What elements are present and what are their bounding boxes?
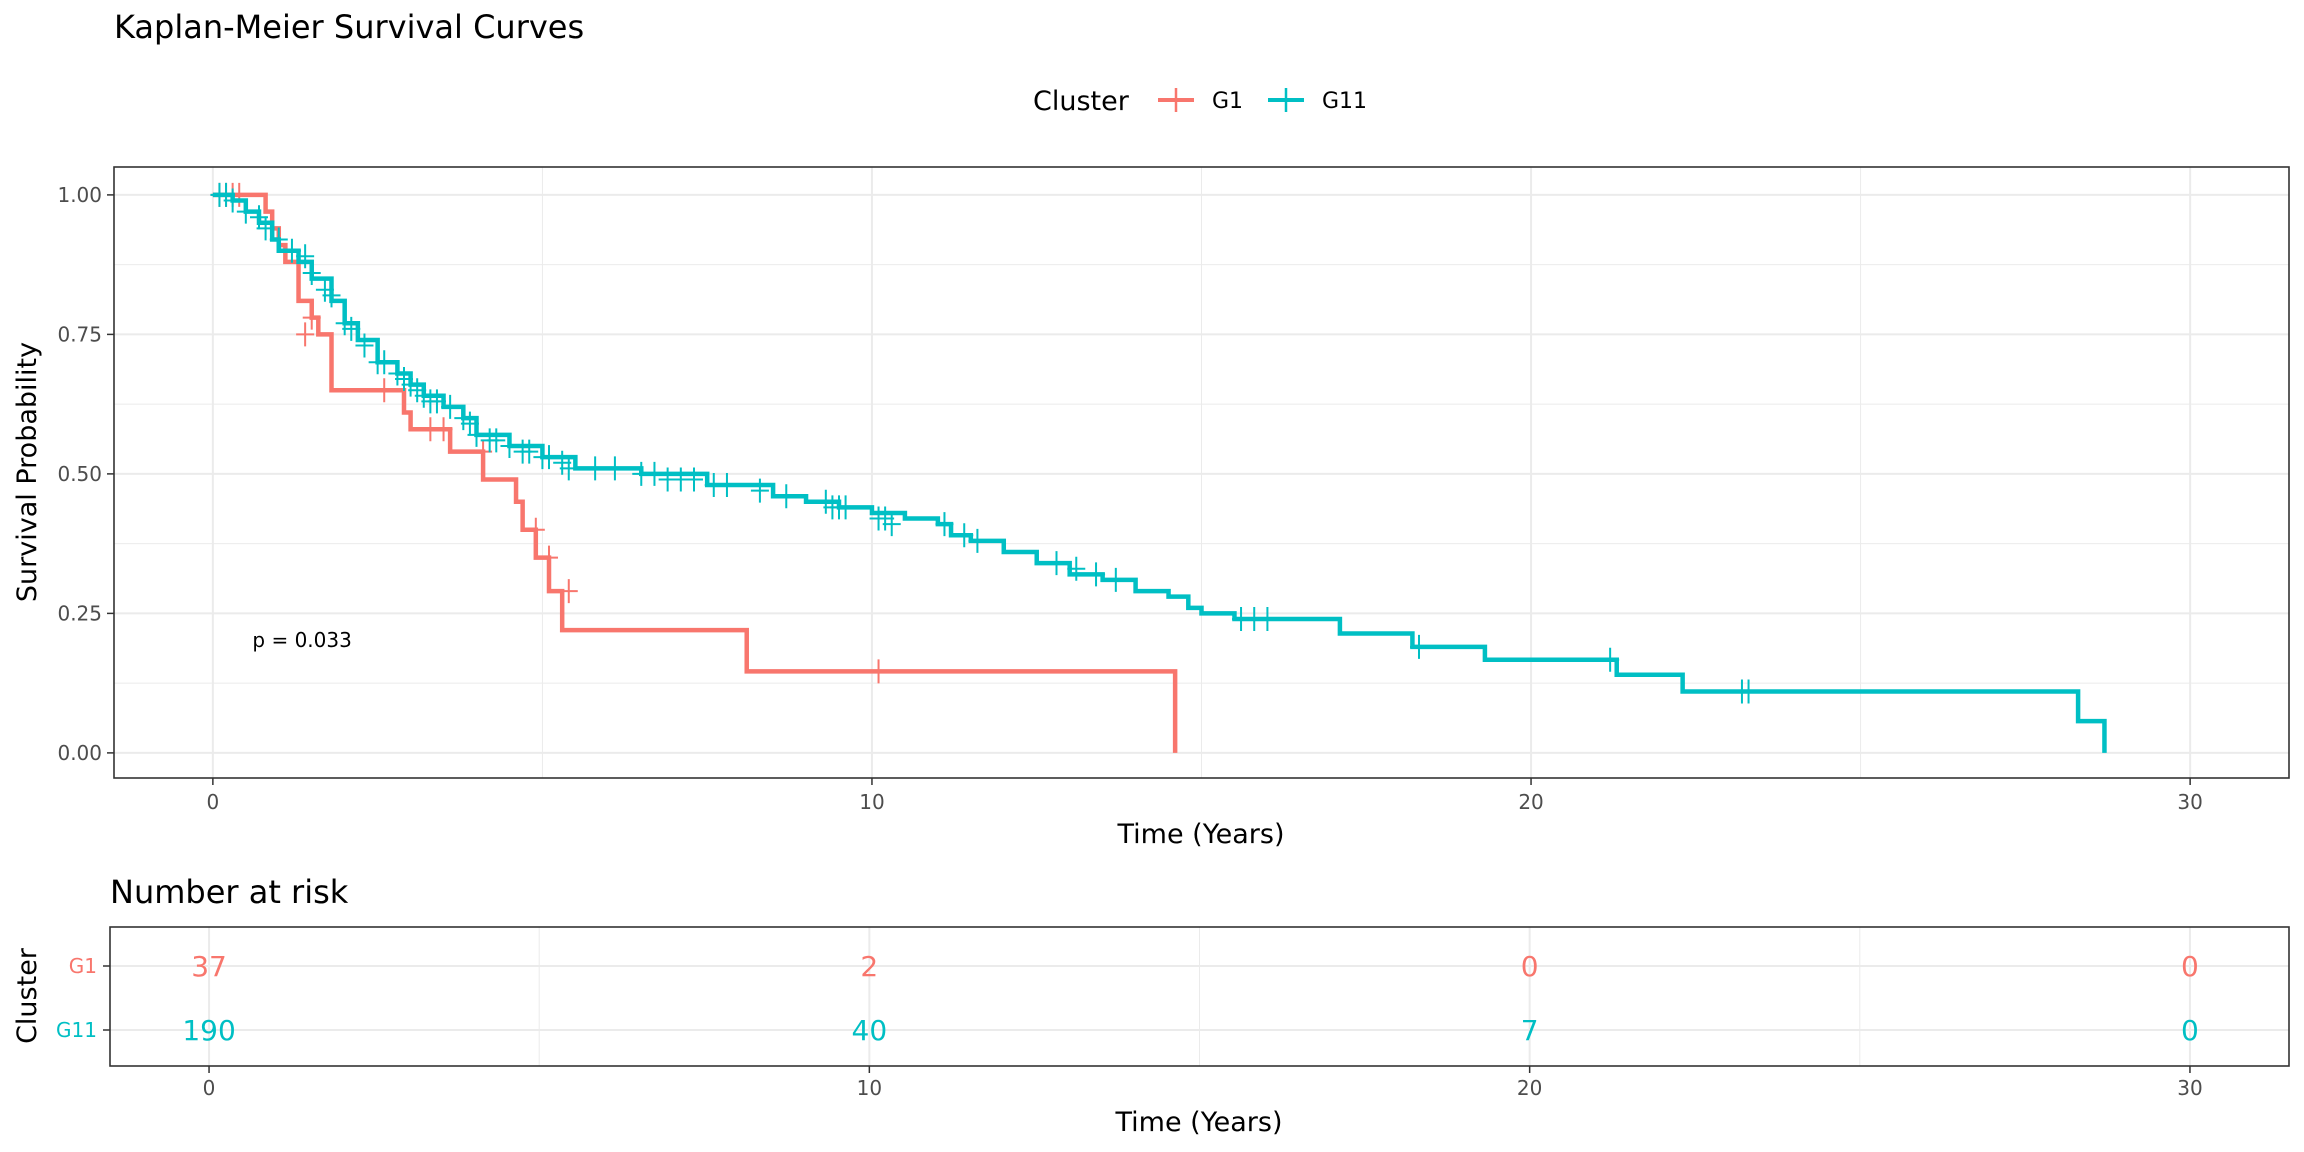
legend-title: Cluster [1033, 86, 1130, 117]
censor-mark-g1 [526, 517, 545, 542]
y-tick-label: 0.00 [57, 741, 102, 765]
risk-x-tick-label: 20 [1517, 1076, 1542, 1100]
risk-cell-g1: 0 [2181, 950, 2199, 983]
risk-cell-g11: 190 [182, 1014, 235, 1047]
plot-border [113, 166, 2290, 779]
censor-mark-g11 [256, 216, 275, 241]
censor-mark-g11 [1067, 556, 1086, 581]
censor-mark-g11 [1087, 562, 1106, 587]
y-tick-label: 0.75 [57, 322, 102, 346]
censor-mark-g11 [520, 439, 539, 464]
censor-mark-g1 [869, 659, 888, 684]
x-tick-label: 20 [1518, 790, 1543, 814]
y-axis: 0.00 0.25 0.50 0.75 1.00 [57, 183, 114, 765]
risk-x-tick-label: 10 [857, 1076, 882, 1100]
risk-x-tick-label: 0 [203, 1076, 216, 1100]
survival-curve-g1 [212, 192, 1178, 753]
y-tick-label: 0.50 [57, 462, 102, 486]
censor-mark-g11 [586, 456, 605, 481]
legend-label-g1: G1 [1212, 89, 1243, 114]
censor-mark-g11 [1410, 634, 1428, 659]
censor-mark-g11 [685, 467, 703, 492]
risk-y-axis-title: Cluster [12, 947, 43, 1044]
x-axis: 0 10 20 30 [206, 778, 2203, 814]
risk-row-label-g11: G11 [56, 1018, 97, 1042]
censor-mark-g1 [559, 579, 578, 604]
series-g11 [210, 182, 2107, 753]
censor-mark-g1 [434, 417, 453, 442]
censor-mark-g11 [968, 528, 987, 553]
censor-mark-g11 [645, 461, 664, 486]
x-tick-label: 0 [206, 790, 219, 814]
censor-mark-g11 [296, 244, 315, 269]
censor-mark-g11 [427, 389, 446, 414]
censor-mark-g11 [605, 456, 624, 481]
censor-mark-g11 [375, 350, 394, 375]
y-tick-label: 0.25 [57, 601, 102, 625]
censor-mark-g11 [1258, 606, 1277, 631]
risk-y-axis: G1 G11 [56, 954, 110, 1042]
risk-x-tick-label: 30 [2177, 1076, 2202, 1100]
x-tick-label: 10 [859, 790, 884, 814]
censor-mark-g11 [342, 316, 361, 341]
risk-table-cells: 37 2 0 0 190 40 7 0 [182, 950, 2199, 1047]
censor-mark-g11 [1106, 567, 1125, 592]
censor-mark-g11 [269, 227, 288, 252]
censor-mark-g11 [955, 523, 974, 548]
censor-mark-g11 [540, 445, 558, 470]
risk-cell-g1: 0 [1521, 950, 1539, 983]
x-axis-title: Time (Years) [1117, 819, 1285, 850]
risk-x-axis-title: Time (Years) [1115, 1107, 1283, 1138]
censor-mark-g11 [559, 456, 578, 481]
censor-mark-g11 [836, 495, 855, 520]
risk-cell-g1: 37 [191, 950, 227, 983]
censor-mark-g11 [282, 238, 301, 263]
censor-mark-g11 [322, 283, 341, 308]
censor-mark-g11 [1601, 647, 1620, 672]
censor-mark-g1 [302, 305, 321, 330]
censor-mark-g11 [467, 422, 486, 447]
risk-table-title: Number at risk [110, 873, 349, 911]
risk-table-border [109, 926, 2290, 1067]
risk-cell-g11: 0 [2181, 1014, 2199, 1047]
censor-mark-g1 [296, 322, 315, 347]
legend-label-g11: G11 [1322, 89, 1367, 114]
censor-mark-g11 [1739, 679, 1758, 704]
chart-title: Kaplan-Meier Survival Curves [114, 8, 584, 46]
censor-mark-g11 [223, 188, 242, 213]
y-axis-title: Survival Probability [12, 342, 43, 602]
risk-cell-g11: 40 [852, 1014, 888, 1047]
legend: Cluster G1 G11 [1033, 86, 1367, 117]
censor-mark-g11 [935, 512, 954, 537]
legend-item-g11: G11 [1268, 88, 1367, 114]
censor-mark-g1 [375, 378, 394, 403]
censor-mark-g11 [236, 199, 255, 224]
censor-mark-g1 [540, 545, 558, 570]
risk-cell-g11: 7 [1521, 1014, 1539, 1047]
censor-mark-g11 [441, 394, 460, 419]
censor-mark-g11 [500, 433, 519, 458]
legend-item-g1: G1 [1158, 88, 1243, 114]
censor-mark-g11 [302, 261, 321, 286]
risk-table-grid [110, 927, 2289, 1066]
censor-mark-g11 [882, 512, 901, 537]
survival-curves [210, 182, 2107, 753]
censor-mark-g11 [717, 473, 736, 498]
censor-mark-g11 [355, 333, 374, 358]
p-value-annotation: p = 0.033 [252, 628, 351, 652]
risk-x-axis: 0 10 20 30 [203, 1066, 2203, 1100]
y-tick-label: 1.00 [57, 183, 102, 207]
censor-mark-g11 [750, 478, 769, 503]
censor-mark-g11 [487, 428, 506, 453]
risk-row-label-g1: G1 [69, 954, 97, 978]
survival-plot-panel: 0 10 20 30 0.00 0.25 0.50 0.75 1.00 p = 0.033 T… [12, 166, 2290, 850]
x-tick-label: 30 [2177, 790, 2202, 814]
censor-mark-g11 [777, 484, 796, 509]
censor-mark-g11 [1047, 551, 1066, 576]
risk-cell-g1: 2 [860, 950, 878, 983]
